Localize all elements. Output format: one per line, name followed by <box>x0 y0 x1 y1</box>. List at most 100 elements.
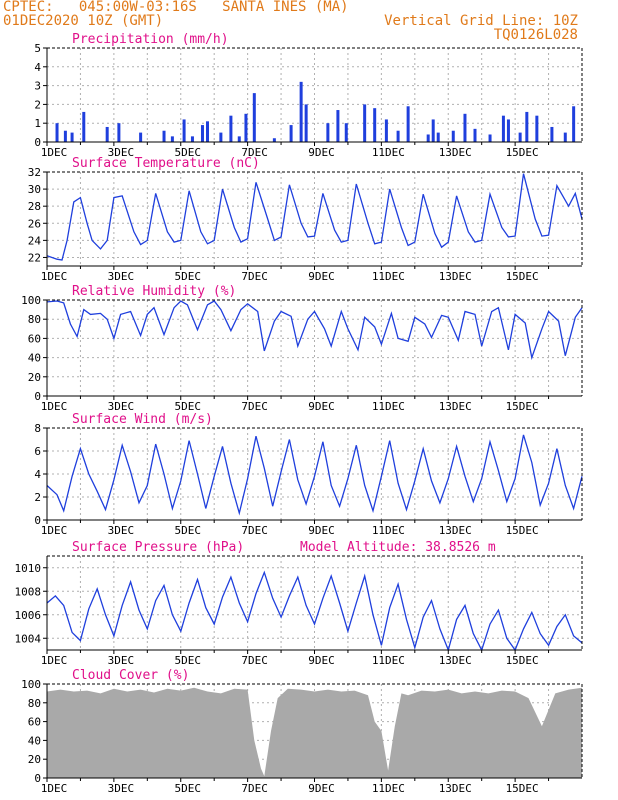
panel-title: Surface Temperature (nC) <box>72 156 260 171</box>
y-tick-label: 1008 <box>15 585 42 598</box>
panel-title: Precipitation (mm/h) <box>72 32 229 47</box>
x-tick-label: 15DEC <box>506 400 539 413</box>
precip-bar <box>117 123 121 142</box>
y-tick-label: 60 <box>28 332 41 345</box>
y-tick-label: 0 <box>34 514 41 527</box>
x-tick-label: 15DEC <box>506 654 539 667</box>
series-line <box>46 300 583 361</box>
precip-bar <box>336 110 340 142</box>
x-tick-label: 13DEC <box>439 400 472 413</box>
panel-title: Surface Wind (m/s) <box>72 412 213 427</box>
precip-bar <box>451 130 455 142</box>
x-tick-label: 1DEC <box>41 654 68 667</box>
precip-bar <box>55 123 59 142</box>
precip-bar <box>200 125 204 142</box>
precip-bar <box>426 134 430 142</box>
grid-line-note: Vertical Grid Line: 10Z <box>384 13 578 29</box>
precip-bar <box>206 121 209 142</box>
x-tick-label: 1DEC <box>41 782 68 795</box>
x-tick-label: 13DEC <box>439 270 472 283</box>
precip-bar <box>396 130 400 142</box>
precip-bar <box>229 115 233 142</box>
x-tick-label: 3DEC <box>108 146 135 159</box>
header-line1: CPTEC: 045:00W-03:16S SANTA INES (MA) <box>3 0 349 15</box>
x-tick-label: 15DEC <box>506 782 539 795</box>
x-tick-label: 7DEC <box>241 654 268 667</box>
precip-bar <box>550 126 554 142</box>
precip-bar <box>63 130 67 142</box>
precip-bar <box>219 132 223 142</box>
y-tick-label: 4 <box>34 468 41 481</box>
x-tick-label: 5DEC <box>175 654 202 667</box>
x-tick-label: 15DEC <box>506 270 539 283</box>
y-tick-label: 2 <box>34 491 41 504</box>
x-tick-label: 15DEC <box>506 524 539 537</box>
x-tick-label: 1DEC <box>41 400 68 413</box>
x-tick-label: 9DEC <box>308 146 335 159</box>
x-tick-label: 9DEC <box>308 654 335 667</box>
x-tick-label: 3DEC <box>108 270 135 283</box>
y-tick-label: 2 <box>34 98 41 111</box>
precip-bar <box>299 81 303 142</box>
precip-bar <box>431 119 435 142</box>
y-tick-label: 1010 <box>15 562 42 575</box>
x-tick-label: 1DEC <box>41 146 68 159</box>
precip-bar <box>170 136 174 142</box>
y-tick-label: 6 <box>34 445 41 458</box>
precip-bar <box>506 119 510 142</box>
y-tick-label: 60 <box>28 716 41 729</box>
y-tick-label: 5 <box>34 42 41 55</box>
x-tick-label: 9DEC <box>308 270 335 283</box>
precip-bar <box>384 119 388 142</box>
x-tick-label: 5DEC <box>175 400 202 413</box>
precip-bar <box>139 132 143 142</box>
precip-bar <box>190 136 194 142</box>
y-tick-label: 20 <box>28 371 41 384</box>
precip-bar <box>406 106 410 142</box>
x-tick-label: 11DEC <box>372 782 405 795</box>
precip-bar <box>326 123 330 142</box>
precip-bar <box>162 130 166 142</box>
panel-title: Relative Humidity (%) <box>72 284 236 299</box>
y-tick-label: 80 <box>28 313 41 326</box>
y-tick-label: 24 <box>28 234 42 247</box>
x-tick-label: 5DEC <box>175 782 202 795</box>
precip-bar <box>436 132 440 142</box>
panel-title: Cloud Cover (%) <box>72 668 189 683</box>
x-tick-label: 7DEC <box>241 782 268 795</box>
precip-bar <box>289 125 293 142</box>
y-tick-label: 100 <box>21 294 41 307</box>
x-tick-label: 3DEC <box>108 524 135 537</box>
y-tick-label: 26 <box>28 217 41 230</box>
panel-title: Surface Pressure (hPa) <box>72 540 244 555</box>
y-tick-label: 40 <box>28 734 41 747</box>
x-tick-label: 11DEC <box>372 524 405 537</box>
precip-bar <box>572 106 576 142</box>
precip-bar <box>363 104 367 142</box>
precip-bar <box>535 115 539 142</box>
y-tick-label: 1006 <box>15 609 42 622</box>
x-tick-label: 7DEC <box>241 146 268 159</box>
y-tick-label: 0 <box>34 390 41 403</box>
precip-bar <box>518 132 522 142</box>
x-tick-label: 13DEC <box>439 524 472 537</box>
precip-bar <box>304 104 308 142</box>
y-tick-label: 0 <box>34 772 41 785</box>
x-tick-label: 13DEC <box>439 146 472 159</box>
precip-bar <box>252 93 256 142</box>
x-tick-label: 3DEC <box>108 400 135 413</box>
y-tick-label: 20 <box>28 753 41 766</box>
precip-bar <box>105 126 109 142</box>
x-tick-label: 9DEC <box>308 782 335 795</box>
precip-bar <box>272 138 276 142</box>
x-tick-label: 15DEC <box>506 146 539 159</box>
precip-bar <box>473 128 477 142</box>
series-line <box>46 434 583 516</box>
precip-bar <box>563 132 567 142</box>
x-tick-label: 5DEC <box>175 524 202 537</box>
x-tick-label: 11DEC <box>372 654 405 667</box>
y-tick-label: 28 <box>28 200 41 213</box>
y-tick-label: 1004 <box>15 632 42 645</box>
precip-bar <box>244 113 248 142</box>
